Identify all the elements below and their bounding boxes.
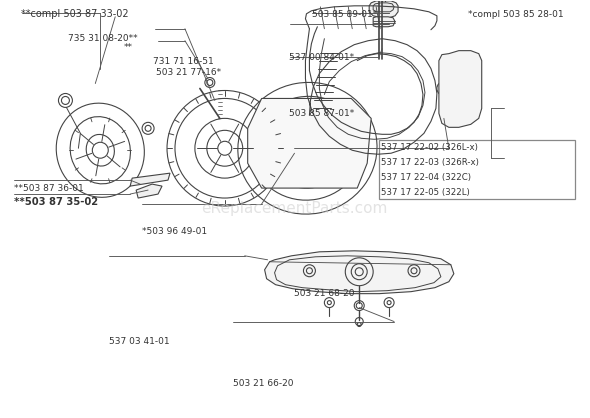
Text: 503 21 66-20: 503 21 66-20: [233, 380, 293, 388]
Text: **: **: [123, 43, 133, 52]
Text: 537 17 22-04 (322C): 537 17 22-04 (322C): [382, 173, 471, 182]
Text: **compl 503 87 33-02: **compl 503 87 33-02: [21, 9, 129, 19]
Text: 503 21 77-16*: 503 21 77-16*: [156, 68, 221, 77]
Polygon shape: [248, 99, 371, 188]
Text: 537 00 84-01*: 537 00 84-01*: [289, 53, 354, 61]
Polygon shape: [264, 251, 454, 294]
Text: 503 85 87-01*: 503 85 87-01*: [289, 109, 354, 118]
Text: *compl 503 85 28-01: *compl 503 85 28-01: [468, 10, 563, 19]
Polygon shape: [373, 3, 394, 12]
Text: 731 71 16-51: 731 71 16-51: [153, 57, 214, 66]
Text: *503 96 49-01: *503 96 49-01: [142, 227, 207, 237]
Text: 503 85 89-01*: 503 85 89-01*: [312, 10, 378, 19]
Text: **503 87 36-01: **503 87 36-01: [14, 184, 83, 193]
Polygon shape: [136, 184, 162, 198]
Text: eReplacementParts.com: eReplacementParts.com: [201, 201, 388, 216]
Text: **503 87 35-02: **503 87 35-02: [14, 196, 98, 206]
Polygon shape: [373, 17, 395, 27]
Text: 537 17 22-03 (326R-x): 537 17 22-03 (326R-x): [382, 158, 479, 167]
Text: 537 17 22-05 (322L): 537 17 22-05 (322L): [382, 188, 470, 197]
Polygon shape: [130, 173, 170, 186]
Polygon shape: [439, 51, 481, 127]
Text: 735 31 08-20**: 735 31 08-20**: [68, 34, 138, 43]
Text: 503 21 68-20: 503 21 68-20: [294, 288, 355, 298]
Polygon shape: [369, 1, 398, 18]
Bar: [379, 140, 575, 199]
Text: 537 03 41-01: 537 03 41-01: [109, 337, 170, 346]
Text: 537 17 22-02 (326L-x): 537 17 22-02 (326L-x): [382, 143, 478, 152]
